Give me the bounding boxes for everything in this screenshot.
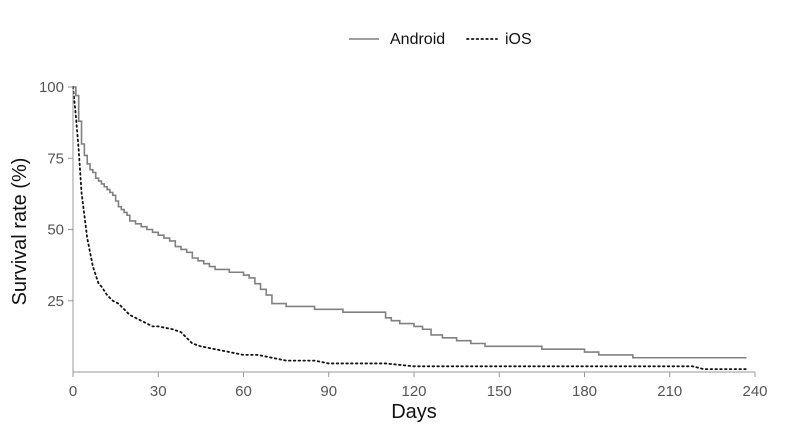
series-line-android bbox=[73, 86, 747, 359]
axes bbox=[72, 87, 755, 373]
y-tick-label: 75 bbox=[47, 150, 64, 167]
series-line-ios bbox=[72, 86, 748, 371]
x-tick-label: 60 bbox=[235, 383, 252, 400]
x-tick-label: 0 bbox=[69, 383, 77, 400]
legend: Android iOS bbox=[349, 31, 532, 48]
legend-label-ios: iOS bbox=[505, 31, 532, 48]
y-ticks: 25 50 75 100 bbox=[39, 79, 73, 310]
x-tick-label: 120 bbox=[401, 383, 426, 400]
x-ticks: 0 30 60 90 120 150 180 210 240 bbox=[69, 372, 768, 400]
plot-area bbox=[72, 86, 748, 371]
x-tick-label: 90 bbox=[320, 383, 337, 400]
x-axis-title: Days bbox=[391, 401, 437, 423]
y-axis-title: Survival rate (%) bbox=[9, 158, 31, 306]
x-tick-label: 30 bbox=[150, 383, 167, 400]
y-tick-label: 100 bbox=[39, 79, 64, 96]
x-tick-label: 240 bbox=[742, 383, 767, 400]
x-tick-label: 150 bbox=[487, 383, 512, 400]
legend-label-android: Android bbox=[390, 31, 445, 48]
x-tick-label: 210 bbox=[657, 383, 682, 400]
y-tick-label: 25 bbox=[47, 293, 64, 310]
y-tick-label: 50 bbox=[47, 222, 64, 239]
x-tick-label: 180 bbox=[572, 383, 597, 400]
